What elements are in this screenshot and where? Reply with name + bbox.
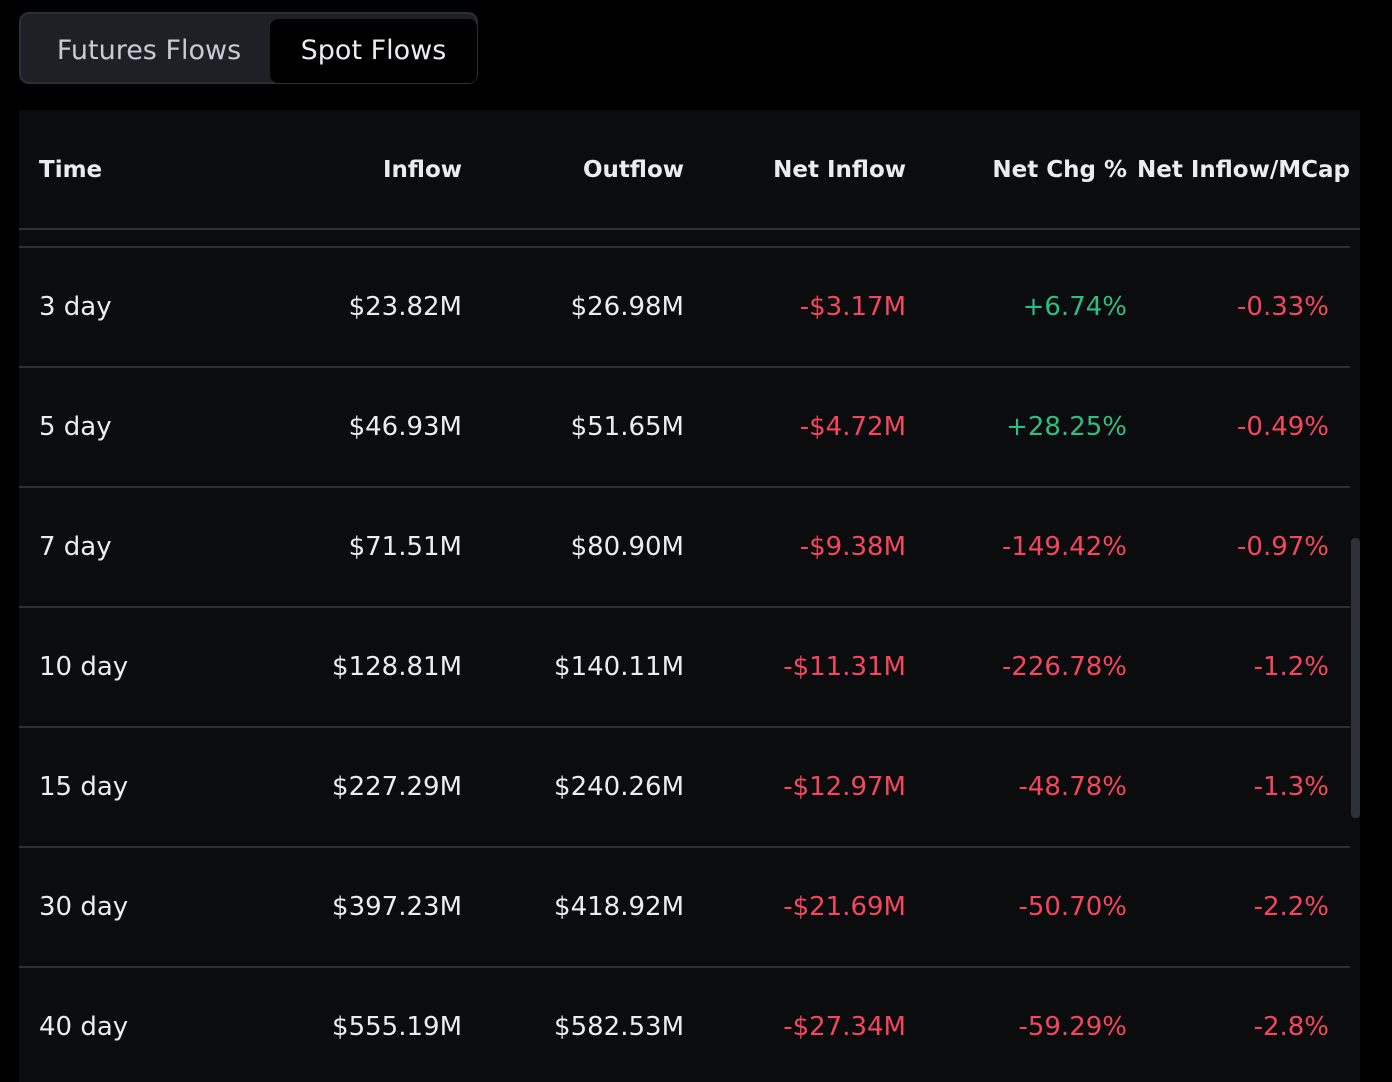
flow-type-tabs: Futures Flows Spot Flows [19,12,478,84]
table-row: 15 day $227.29M $240.26M -$12.97M -48.78… [19,726,1350,846]
cell-net-inflow-mcap: -0.49% [1237,412,1329,442]
cell-net-inflow-mcap: -2.8% [1253,1012,1329,1042]
cell-net-inflow-mcap: -0.97% [1237,532,1329,562]
cell-outflow: $51.65M [570,412,684,442]
cell-time: 40 day [39,1012,129,1042]
cell-inflow: $227.29M [332,772,462,802]
table-body: 3 day $23.82M $26.98M -$3.17M +6.74% -0.… [19,246,1350,1082]
table-scrollbar-thumb[interactable] [1351,538,1360,818]
cell-net-chg: -226.78% [1001,652,1127,682]
cell-outflow: $80.90M [570,532,684,562]
tab-futures-flows[interactable]: Futures Flows [56,35,242,66]
cell-time: 10 day [39,652,129,682]
cell-outflow: $582.53M [554,1012,684,1042]
cell-outflow: $418.92M [554,892,684,922]
header-inflow[interactable]: Inflow [382,157,462,183]
table-row: 7 day $71.51M $80.90M -$9.38M -149.42% -… [19,486,1350,606]
cell-net-inflow: -$27.34M [783,1012,906,1042]
table-row: 5 day $46.93M $51.65M -$4.72M +28.25% -0… [19,366,1350,486]
cell-inflow: $46.93M [348,412,462,442]
cell-net-inflow-mcap: -0.33% [1237,292,1329,322]
flows-table: Time Inflow Outflow Net Inflow Net Chg %… [19,110,1360,1082]
cell-time: 5 day [39,412,112,442]
cell-net-chg: -149.42% [1001,532,1127,562]
cell-outflow: $240.26M [554,772,684,802]
cell-net-chg: +28.25% [1006,412,1127,442]
cell-net-chg: -50.70% [1018,892,1127,922]
cell-inflow: $397.23M [332,892,462,922]
cell-net-inflow-mcap: -1.3% [1253,772,1329,802]
cell-outflow: $26.98M [570,292,684,322]
header-time[interactable]: Time [39,157,103,183]
cell-net-chg: -59.29% [1018,1012,1127,1042]
cell-inflow: $555.19M [332,1012,462,1042]
cell-net-inflow: -$21.69M [783,892,906,922]
cell-time: 3 day [39,292,112,322]
cell-net-inflow: -$9.38M [799,532,906,562]
tab-spot-flows[interactable]: Spot Flows [270,19,477,83]
cell-outflow: $140.11M [554,652,684,682]
cell-inflow: $71.51M [348,532,462,562]
table-header: Time Inflow Outflow Net Inflow Net Chg %… [19,110,1360,230]
cell-net-inflow: -$11.31M [783,652,906,682]
header-outflow[interactable]: Outflow [582,157,684,183]
table-row: 30 day $397.23M $418.92M -$21.69M -50.70… [19,846,1350,966]
cell-net-inflow: -$4.72M [799,412,906,442]
cell-net-inflow-mcap: -1.2% [1253,652,1329,682]
header-net-inflow-mcap[interactable]: Net Inflow/MCap [1136,157,1350,183]
cell-time: 7 day [39,532,112,562]
cell-inflow: $128.81M [332,652,462,682]
cell-net-inflow-mcap: -2.2% [1253,892,1329,922]
cell-time: 30 day [39,892,129,922]
cell-inflow: $23.82M [348,292,462,322]
cell-net-chg: +6.74% [1022,292,1127,322]
table-row: 3 day $23.82M $26.98M -$3.17M +6.74% -0.… [19,246,1350,366]
header-net-inflow[interactable]: Net Inflow [773,157,906,183]
cell-time: 15 day [39,772,129,802]
table-row: 10 day $128.81M $140.11M -$11.31M -226.7… [19,606,1350,726]
cell-net-inflow: -$3.17M [799,292,906,322]
cell-net-chg: -48.78% [1018,772,1127,802]
header-net-chg[interactable]: Net Chg % [992,157,1127,183]
cell-net-inflow: -$12.97M [783,772,906,802]
table-row: 40 day $555.19M $582.53M -$27.34M -59.29… [19,966,1350,1082]
